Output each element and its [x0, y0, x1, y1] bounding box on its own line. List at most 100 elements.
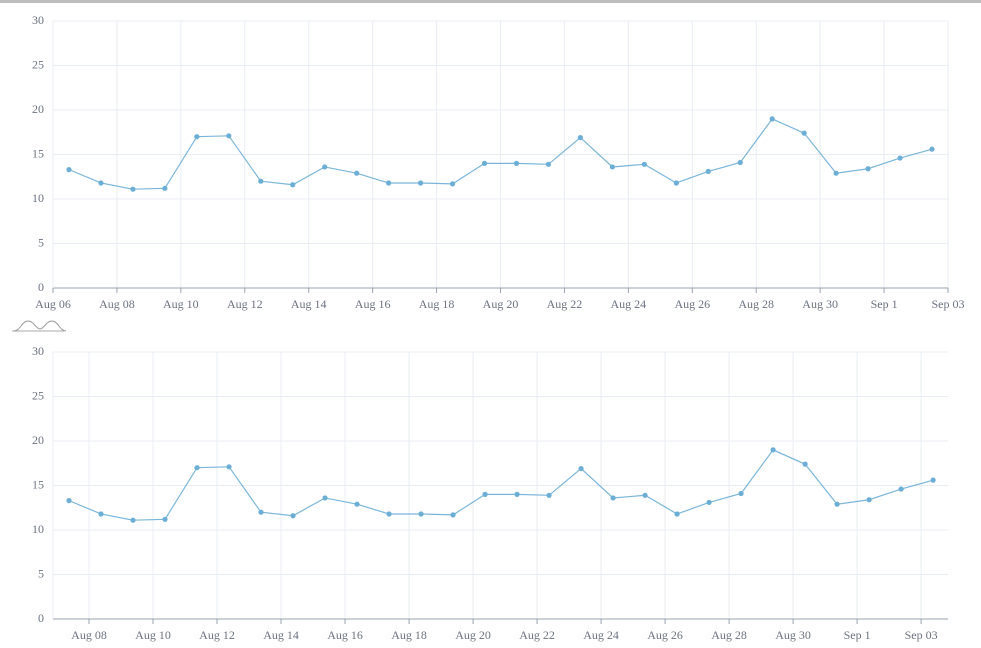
point: [194, 465, 200, 471]
y-tick-label: 25: [32, 388, 44, 402]
y-tick-label: 0: [38, 280, 44, 294]
y-tick-label: 30: [32, 344, 44, 358]
point: [642, 492, 648, 498]
point: [577, 134, 584, 141]
y-tick-label: 15: [32, 477, 44, 491]
x-tick-label: Aug 26: [674, 297, 710, 311]
point: [866, 497, 872, 503]
y-tick-label: 10: [32, 191, 44, 205]
point: [769, 116, 775, 122]
top-shadow: [0, 0, 981, 3]
zoom-icon: [12, 320, 67, 332]
point: [865, 166, 871, 172]
y-tick-label: 20: [32, 433, 44, 447]
point: [898, 486, 904, 492]
point: [66, 498, 72, 504]
point: [258, 178, 264, 184]
line: [68, 118, 933, 190]
point: [386, 180, 392, 186]
point: [290, 513, 296, 519]
point: [98, 180, 104, 186]
point: [322, 495, 328, 501]
point: [802, 461, 808, 467]
point: [801, 130, 807, 136]
point: [737, 159, 743, 166]
y-tick-label: 5: [38, 235, 44, 249]
x-tick-label: Aug 24: [583, 628, 619, 642]
point: [482, 491, 488, 497]
point: [130, 517, 136, 523]
point: [226, 133, 232, 139]
y-tick-label: 20: [32, 102, 44, 116]
x-tick-label: Aug 18: [391, 628, 427, 642]
point: [770, 447, 776, 453]
point: [417, 180, 424, 186]
x-tick-label: Aug 12: [227, 297, 263, 311]
point: [418, 511, 424, 517]
x-tick-label: Sep 1: [871, 297, 898, 311]
x-tick-label: Aug 30: [775, 628, 811, 642]
point: [609, 164, 615, 170]
y-tick-label: 0: [38, 611, 44, 625]
y-tick-label: 15: [32, 146, 44, 160]
x-tick-label: Aug 26: [647, 628, 683, 642]
point: [162, 516, 168, 522]
x-tick-label: Sep 03: [932, 297, 965, 311]
point: [929, 146, 935, 152]
point: [578, 465, 584, 472]
point: [514, 491, 520, 497]
x-tick-label: Aug 16: [327, 628, 363, 642]
x-tick-label: Sep 03: [905, 628, 938, 642]
point: [354, 501, 360, 507]
x-tick-label: Aug 16: [355, 297, 391, 311]
x-tick-label: Aug 10: [163, 297, 199, 311]
point: [194, 134, 200, 140]
point: [386, 511, 392, 517]
point: [930, 477, 936, 483]
point: [513, 160, 520, 166]
x-tick-label: Aug 08: [71, 628, 107, 642]
x-tick-label: Aug 08: [99, 297, 135, 311]
point: [641, 161, 647, 167]
y-tick-label: 5: [38, 566, 44, 580]
point: [610, 495, 616, 501]
x-tick-label: Sep 1: [844, 628, 871, 642]
point: [130, 186, 136, 192]
x-tick-label: Aug 14: [263, 628, 299, 642]
point: [545, 161, 552, 167]
point: [162, 185, 168, 191]
point: [738, 490, 744, 497]
x-tick-label: Aug 22: [547, 297, 583, 311]
x-tick-label: Aug 22: [519, 628, 555, 642]
point: [897, 155, 903, 161]
x-tick-label: Aug 28: [711, 628, 747, 642]
point: [290, 182, 296, 188]
line: [68, 449, 934, 521]
x-tick-label: Aug 20: [455, 628, 491, 642]
x-tick-label: Aug 10: [135, 628, 171, 642]
point: [98, 511, 104, 517]
x-tick-label: Aug 24: [611, 297, 647, 311]
point: [673, 180, 679, 186]
point: [546, 492, 552, 498]
point: [674, 511, 680, 517]
y-tick-label: 30: [32, 13, 44, 27]
point: [705, 168, 711, 175]
point: [258, 509, 264, 515]
point: [322, 164, 328, 170]
x-tick-label: Aug 06: [35, 297, 71, 311]
x-tick-label: Aug 14: [291, 297, 327, 311]
x-tick-label: Aug 20: [483, 297, 519, 311]
y-tick-label: 25: [32, 57, 44, 71]
point: [354, 170, 360, 176]
point: [450, 512, 456, 518]
point: [834, 501, 840, 507]
x-tick-label: Aug 12: [199, 628, 235, 642]
point: [66, 167, 72, 173]
point: [833, 170, 839, 176]
point: [226, 464, 232, 470]
point: [449, 181, 456, 187]
x-tick-label: Aug 18: [419, 297, 455, 311]
